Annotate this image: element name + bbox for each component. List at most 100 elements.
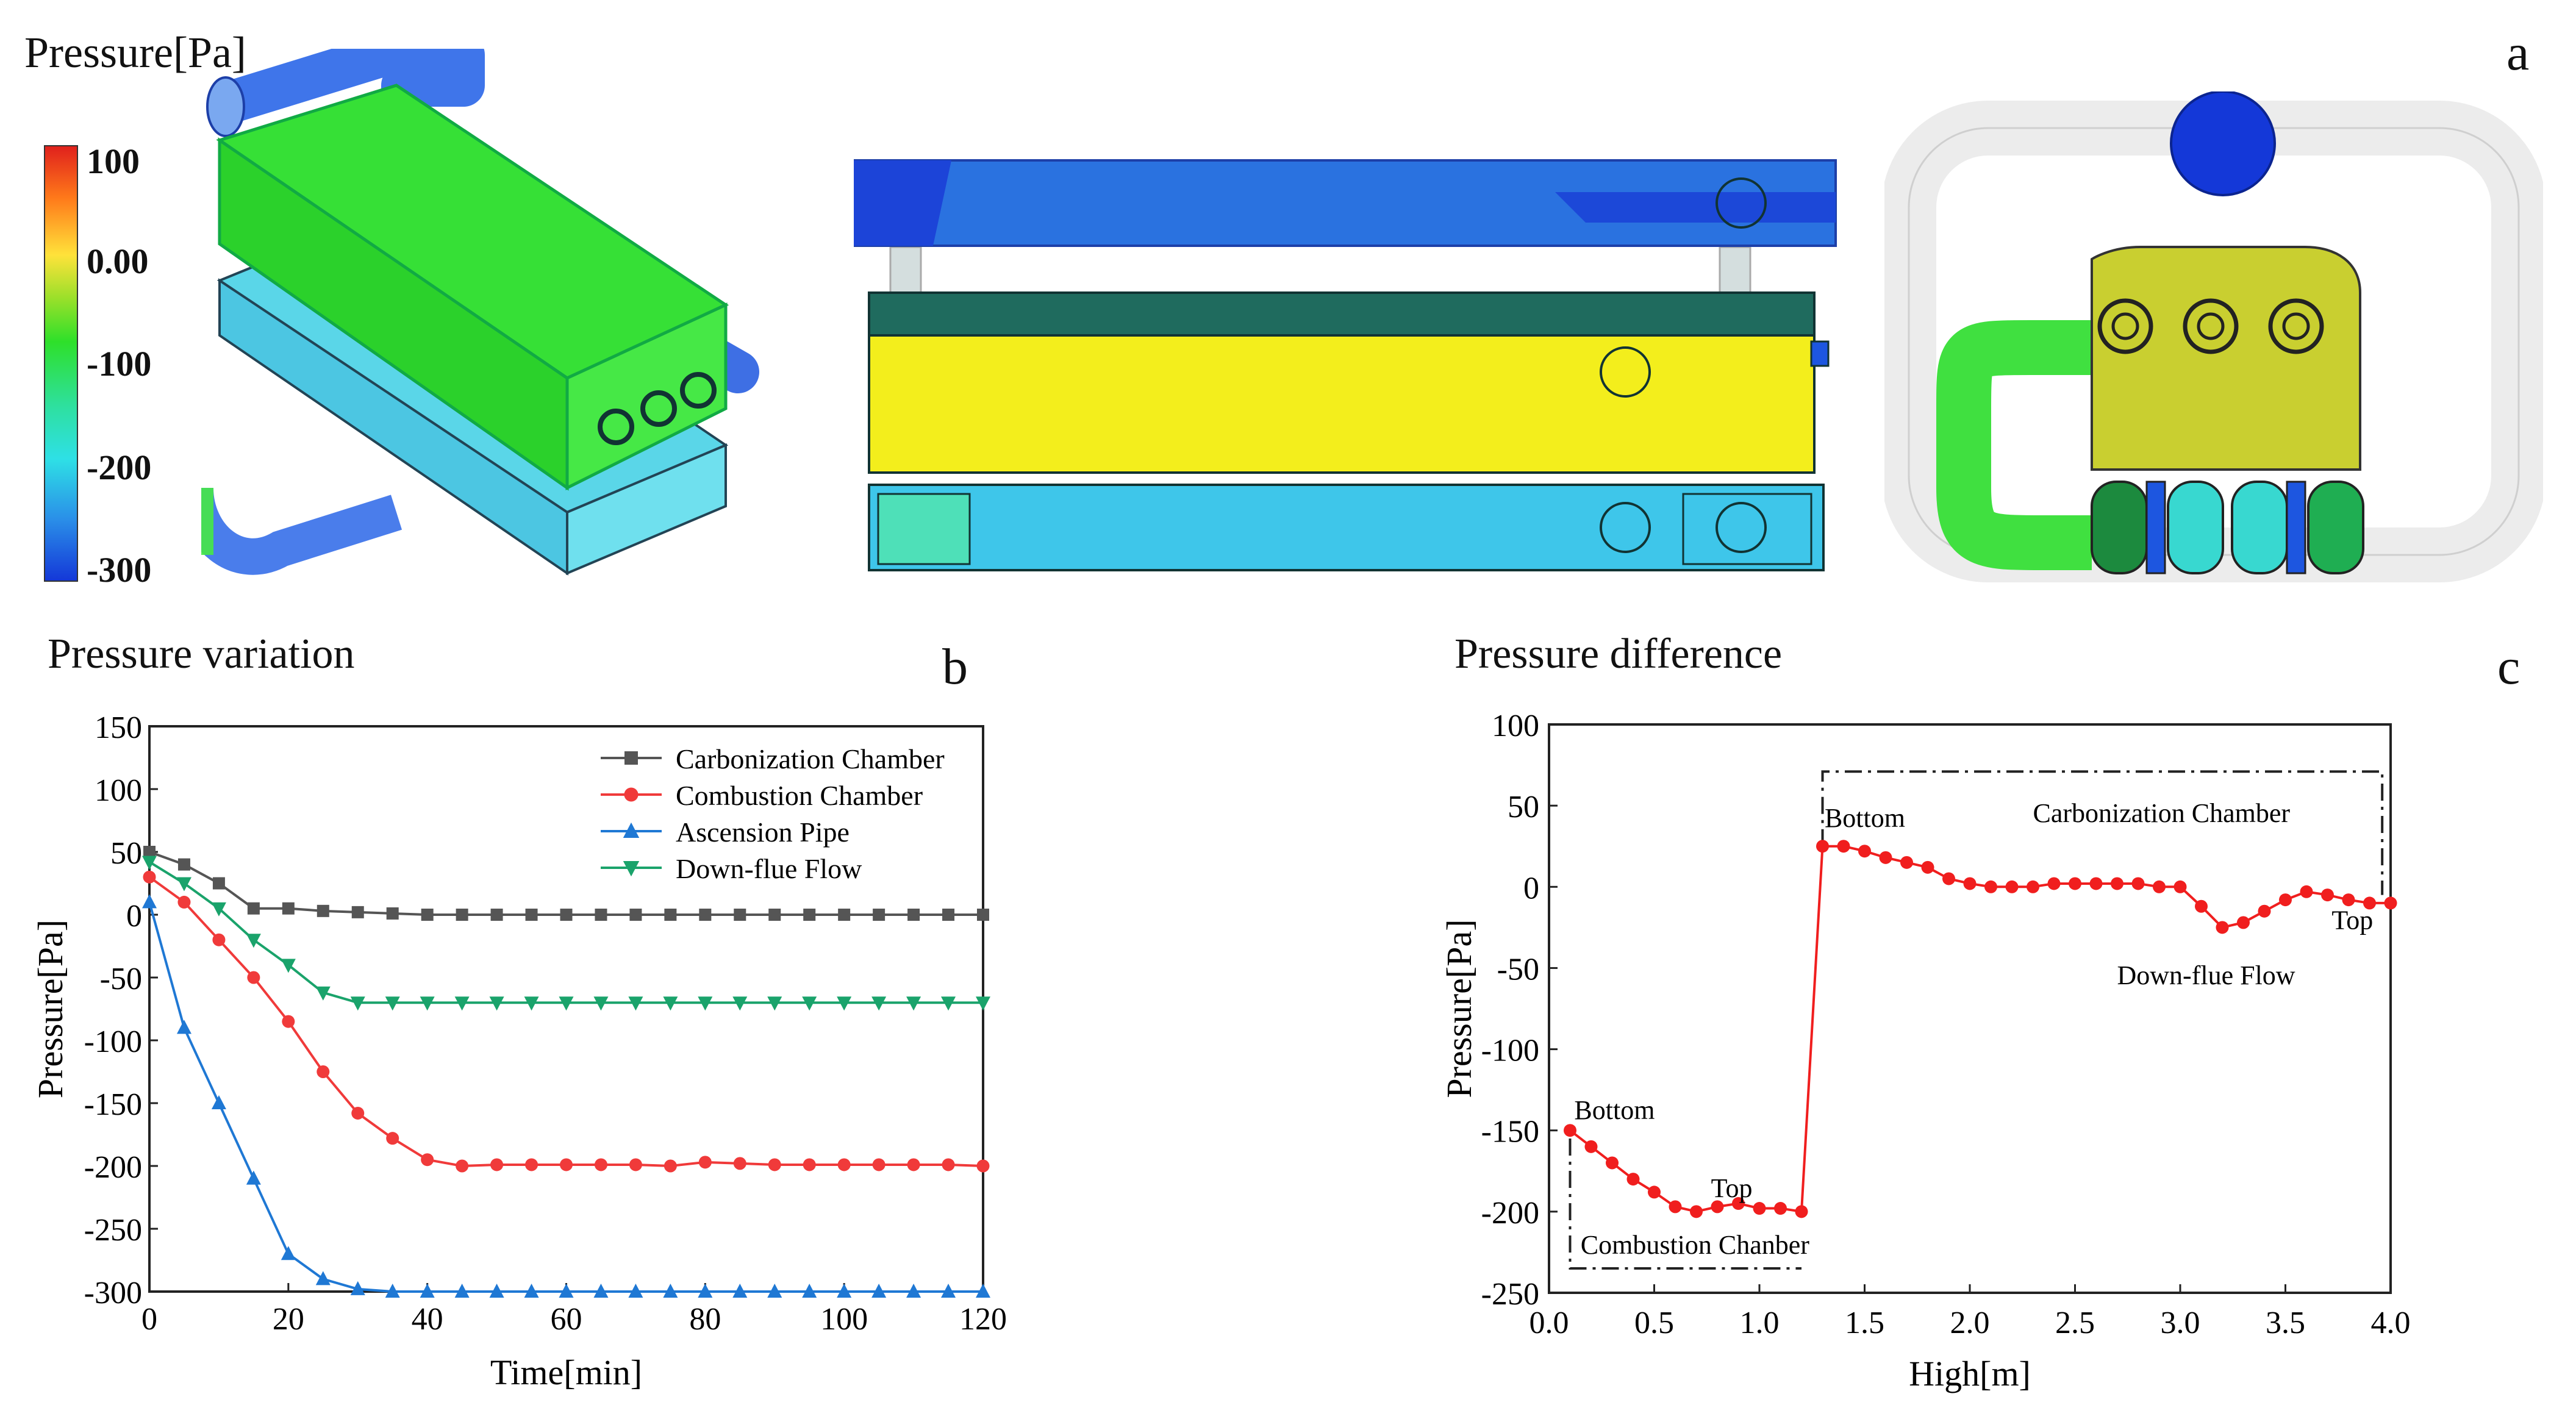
data-point	[2384, 896, 2397, 910]
data-point	[350, 996, 365, 1011]
data-point	[699, 909, 712, 921]
x-tick-label: 2.5	[2055, 1306, 2095, 1340]
data-point	[2131, 877, 2145, 890]
data-point	[247, 902, 260, 915]
data-point	[629, 1158, 642, 1171]
data-point	[524, 1284, 539, 1298]
data-point	[1584, 1140, 1598, 1153]
data-point	[525, 1158, 538, 1171]
data-point	[976, 1159, 990, 1173]
data-point	[454, 996, 470, 1011]
data-point	[421, 1153, 434, 1167]
x-tick-label: 0	[141, 1302, 157, 1337]
data-point	[941, 1284, 956, 1298]
data-point	[212, 877, 225, 890]
x-tick-label: 40	[412, 1302, 443, 1337]
data-point	[1774, 1202, 1787, 1215]
panel-a-title: Pressure[Pa]	[24, 28, 246, 77]
y-axis-label: Pressure[Pa]	[30, 920, 70, 1098]
data-point	[385, 1284, 400, 1298]
data-point	[1921, 860, 1934, 874]
x-axis-label: Time[min]	[490, 1353, 642, 1392]
data-point	[350, 1281, 365, 1295]
data-point	[176, 1020, 191, 1034]
data-point	[282, 902, 295, 915]
data-point	[525, 909, 538, 921]
data-point	[2047, 877, 2061, 890]
data-point	[1837, 840, 1850, 853]
data-point	[907, 909, 920, 921]
y-tick-label: -200	[1481, 1196, 1539, 1231]
data-point	[1900, 856, 1913, 869]
data-point	[734, 909, 746, 921]
panel-b-letter: b	[942, 638, 968, 695]
data-point	[664, 909, 677, 921]
annotation-bottom-low: Bottom	[1574, 1095, 1655, 1125]
data-point	[315, 1271, 331, 1285]
y-axis-label: Pressure[Pa]	[1439, 919, 1479, 1098]
render-isometric	[201, 49, 759, 576]
data-point	[420, 1284, 435, 1298]
data-point	[907, 1158, 920, 1171]
data-point	[2237, 916, 2250, 929]
data-point	[490, 1158, 504, 1171]
data-point	[560, 1158, 573, 1171]
data-point	[2363, 896, 2376, 910]
data-point	[768, 909, 781, 921]
data-point	[1690, 1205, 1703, 1218]
data-point	[524, 996, 539, 1011]
data-point	[2258, 904, 2271, 918]
data-point	[942, 909, 955, 921]
data-point	[282, 1015, 295, 1028]
colorbar-tick-minus100: -100	[87, 344, 152, 384]
y-tick-label: 0	[126, 899, 142, 934]
data-point	[2153, 880, 2166, 893]
annotation-top-low: Top	[1711, 1173, 1753, 1203]
data-point	[1711, 1200, 1724, 1214]
data-point	[628, 1284, 643, 1298]
data-point	[2216, 921, 2229, 934]
colorbar-tick-100: 100	[87, 141, 140, 181]
data-point	[317, 904, 329, 917]
y-tick-label: -50	[100, 962, 142, 996]
data-point	[456, 909, 468, 921]
x-tick-label: 20	[273, 1302, 304, 1337]
data-point	[454, 1284, 470, 1298]
legend-label: Down-flue Flow	[676, 853, 862, 884]
data-point	[386, 1132, 399, 1145]
y-tick-label: -50	[1497, 952, 1539, 987]
data-point	[247, 971, 260, 984]
data-point	[1879, 851, 1892, 864]
data-point	[421, 909, 434, 921]
data-point	[489, 996, 504, 1011]
data-point	[177, 858, 190, 871]
data-point	[2300, 885, 2313, 898]
legend-marker	[623, 822, 640, 838]
colorbar-tick-0: 0.00	[87, 241, 149, 281]
x-tick-label: 120	[959, 1302, 1007, 1337]
y-tick-label: -250	[84, 1213, 142, 1248]
data-point	[281, 1246, 296, 1260]
data-point	[593, 1284, 609, 1298]
y-tick-label: 0	[1523, 871, 1539, 906]
panel-b-title: Pressure variation	[48, 631, 355, 677]
data-point	[977, 909, 989, 921]
data-point	[385, 996, 400, 1011]
y-tick-label: -150	[1481, 1115, 1539, 1149]
data-point	[837, 1284, 852, 1298]
data-point	[351, 906, 364, 918]
data-point	[1606, 1156, 1619, 1170]
data-point	[143, 846, 156, 858]
y-tick-label: 100	[95, 773, 142, 808]
data-point	[837, 1158, 851, 1171]
data-point	[2195, 899, 2208, 913]
data-point	[732, 1284, 748, 1298]
x-tick-label: 1.5	[1845, 1306, 1884, 1340]
data-point	[1564, 1124, 1576, 1137]
data-point	[663, 996, 678, 1011]
x-axis-label: High[m]	[1909, 1354, 2031, 1393]
data-point	[2089, 877, 2103, 890]
data-point	[663, 1284, 678, 1298]
